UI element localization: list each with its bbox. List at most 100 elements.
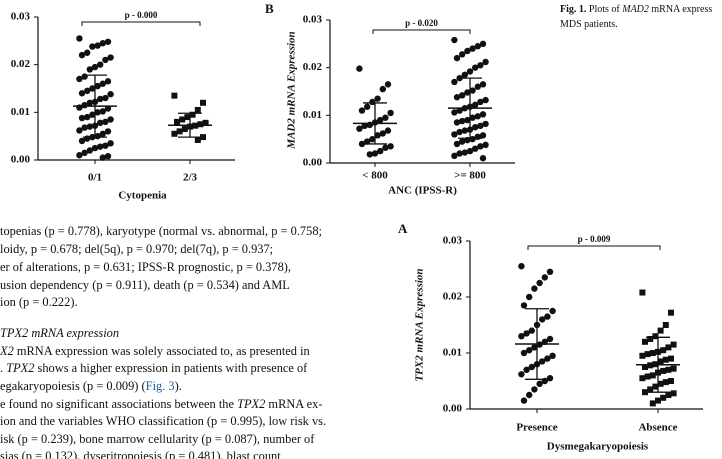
data-point	[459, 138, 466, 145]
data-point	[520, 302, 528, 309]
data-point	[102, 118, 109, 126]
data-point	[197, 121, 204, 128]
data-point	[97, 119, 104, 127]
y-tick-label: 0.02	[11, 58, 31, 70]
data-point	[546, 268, 554, 275]
text-segment: e found no significant associations betw…	[0, 397, 237, 411]
data-point	[84, 49, 91, 56]
data-point	[670, 341, 677, 348]
data-point	[364, 103, 371, 110]
y-tick-label: 0.03	[443, 235, 463, 247]
y-tick-label: 0.02	[443, 291, 463, 303]
y-tick-label: 0.00	[303, 157, 323, 169]
data-point	[464, 116, 471, 124]
data-point	[482, 58, 489, 66]
data-point	[536, 279, 543, 287]
data-point	[364, 138, 371, 145]
data-point	[102, 94, 109, 102]
data-point	[657, 358, 664, 365]
data-point	[469, 45, 476, 52]
data-point	[649, 400, 656, 407]
data-point	[76, 35, 83, 42]
y-tick-label: 0.03	[11, 11, 31, 23]
data-point	[377, 147, 384, 155]
x-axis-label: Dysmegakaryopoiesis	[547, 441, 649, 453]
data-point	[660, 347, 667, 354]
text-segment: ).	[175, 379, 182, 393]
data-point	[89, 85, 96, 92]
x-axis-label: Cytopenia	[118, 190, 167, 202]
data-point	[662, 322, 669, 328]
data-point	[84, 113, 91, 121]
data-point	[652, 333, 659, 340]
data-point	[461, 71, 468, 79]
data-point	[104, 152, 112, 160]
data-point	[176, 128, 183, 135]
data-point	[358, 140, 366, 148]
y-tick-label: 0.03	[303, 14, 323, 26]
data-point	[194, 106, 201, 113]
data-point	[200, 134, 206, 141]
panel-label: A	[398, 221, 408, 236]
data-point	[104, 105, 112, 112]
data-point	[662, 379, 669, 386]
data-point	[104, 78, 112, 85]
body-line: . TPX2 shows a higher expression in pati…	[0, 361, 308, 375]
body-line: egakaryopoiesis (p = 0.009) (Fig. 3).	[0, 379, 182, 393]
text-segment: MDS patients.	[560, 19, 618, 30]
data-point	[479, 111, 487, 118]
data-point	[104, 38, 112, 45]
data-point	[387, 109, 394, 117]
data-point	[194, 136, 201, 143]
text-segment: mRNA ex-	[265, 397, 322, 411]
data-point	[451, 152, 458, 160]
data-point	[91, 144, 99, 152]
significance-bracket	[372, 29, 471, 34]
data-point	[366, 151, 373, 158]
data-point	[518, 371, 525, 378]
data-point	[99, 154, 107, 161]
body-line: TPX2 mRNA expression	[0, 326, 119, 340]
data-point	[482, 141, 489, 149]
data-point	[99, 40, 107, 47]
data-point	[660, 367, 667, 374]
data-point	[459, 92, 466, 99]
text-segment: Fig. 3	[146, 379, 175, 393]
data-point	[544, 355, 551, 362]
data-point	[451, 36, 458, 44]
data-point	[97, 143, 104, 150]
data-point	[99, 108, 107, 115]
data-point	[189, 111, 196, 118]
text-segment: egakaryopoiesis (p = 0.009) (	[0, 379, 146, 393]
text-segment: TPX2	[237, 397, 265, 411]
data-point	[642, 338, 648, 345]
y-tick-label: 0.02	[303, 61, 323, 73]
data-point	[665, 366, 672, 373]
data-point	[479, 155, 487, 162]
data-point	[531, 386, 538, 393]
data-point	[464, 89, 471, 96]
data-point	[472, 64, 479, 71]
data-point	[89, 43, 96, 50]
data-point	[479, 81, 487, 88]
data-point	[86, 99, 94, 107]
body-line: topenias (p = 0.778), karyotype (normal …	[0, 224, 322, 238]
data-point	[541, 274, 548, 281]
data-point	[374, 95, 381, 102]
data-point	[466, 147, 474, 155]
data-point	[171, 92, 178, 99]
data-point	[379, 85, 386, 93]
data-point	[474, 113, 481, 120]
body-line: ion and the variables WHO classification…	[0, 414, 326, 428]
data-point	[474, 83, 481, 90]
data-point	[644, 351, 651, 358]
data-point	[544, 313, 551, 320]
text-segment: mRNA expression was solely associated to…	[14, 344, 310, 358]
data-point	[469, 87, 476, 94]
data-point	[377, 116, 384, 124]
data-point	[174, 118, 180, 125]
data-point	[99, 130, 107, 137]
data-point	[647, 336, 654, 342]
text-segment: topenias (p = 0.778), karyotype (normal …	[0, 224, 322, 238]
data-point	[523, 366, 530, 373]
